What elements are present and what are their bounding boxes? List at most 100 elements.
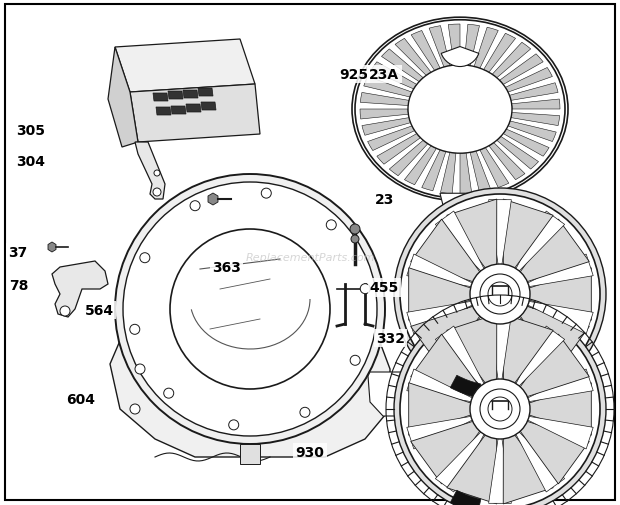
Polygon shape (505, 68, 552, 93)
Polygon shape (480, 148, 509, 188)
Wedge shape (441, 47, 479, 67)
Polygon shape (183, 91, 198, 99)
Circle shape (400, 194, 600, 394)
Circle shape (480, 274, 520, 315)
Text: 604: 604 (66, 392, 95, 406)
Polygon shape (512, 100, 560, 110)
Polygon shape (414, 236, 446, 273)
Circle shape (326, 220, 336, 230)
Text: 455: 455 (370, 281, 399, 295)
Polygon shape (489, 143, 525, 180)
Polygon shape (130, 85, 260, 143)
Polygon shape (447, 199, 497, 273)
Polygon shape (198, 89, 213, 97)
Polygon shape (513, 326, 565, 390)
Polygon shape (510, 83, 558, 101)
Polygon shape (404, 146, 436, 185)
Polygon shape (440, 194, 480, 214)
Circle shape (123, 183, 377, 436)
Polygon shape (407, 369, 477, 402)
Polygon shape (171, 107, 186, 115)
Polygon shape (435, 326, 486, 390)
Circle shape (170, 230, 330, 389)
Circle shape (115, 175, 385, 444)
Polygon shape (484, 34, 516, 73)
Circle shape (480, 389, 520, 429)
Polygon shape (389, 141, 428, 176)
Polygon shape (408, 279, 468, 329)
Polygon shape (517, 305, 589, 369)
Polygon shape (489, 200, 511, 270)
Polygon shape (503, 315, 553, 387)
Text: 37: 37 (7, 245, 27, 260)
Circle shape (350, 356, 360, 366)
Polygon shape (523, 301, 593, 334)
Polygon shape (447, 315, 497, 387)
Polygon shape (435, 212, 486, 275)
Text: 23: 23 (374, 192, 394, 207)
Polygon shape (489, 319, 511, 388)
Polygon shape (364, 77, 412, 98)
Polygon shape (110, 329, 390, 457)
Polygon shape (240, 444, 260, 464)
Polygon shape (503, 431, 553, 504)
Polygon shape (508, 122, 556, 142)
Polygon shape (48, 242, 56, 252)
Polygon shape (489, 315, 511, 384)
Polygon shape (410, 334, 483, 398)
Polygon shape (407, 255, 477, 288)
Circle shape (488, 282, 512, 307)
Polygon shape (460, 154, 472, 194)
Polygon shape (135, 143, 165, 199)
Circle shape (140, 253, 150, 263)
Polygon shape (503, 130, 549, 157)
Polygon shape (410, 420, 483, 484)
Text: 363: 363 (212, 261, 241, 275)
Polygon shape (407, 301, 477, 334)
Polygon shape (513, 314, 565, 377)
Polygon shape (208, 193, 218, 206)
Polygon shape (377, 134, 420, 165)
Circle shape (229, 420, 239, 430)
Text: 23A: 23A (370, 68, 399, 82)
Circle shape (470, 265, 530, 324)
Circle shape (351, 235, 359, 243)
Polygon shape (513, 212, 565, 275)
Text: 305: 305 (17, 123, 45, 137)
Polygon shape (517, 220, 589, 284)
Circle shape (470, 379, 530, 439)
Circle shape (190, 201, 200, 211)
Polygon shape (411, 31, 440, 71)
Polygon shape (435, 429, 486, 492)
Circle shape (488, 397, 512, 421)
Text: 925: 925 (339, 68, 368, 82)
Polygon shape (371, 63, 417, 90)
Circle shape (261, 189, 272, 199)
Polygon shape (153, 94, 168, 102)
Polygon shape (447, 317, 497, 389)
Polygon shape (409, 268, 476, 321)
Circle shape (135, 364, 145, 374)
Text: ReplacementParts.com: ReplacementParts.com (246, 252, 374, 263)
Polygon shape (381, 50, 423, 82)
Polygon shape (523, 416, 593, 449)
Polygon shape (395, 39, 431, 76)
Ellipse shape (355, 21, 565, 199)
Polygon shape (429, 27, 450, 68)
Ellipse shape (408, 66, 512, 154)
Polygon shape (435, 314, 486, 377)
Polygon shape (525, 383, 591, 435)
Polygon shape (513, 429, 565, 492)
Polygon shape (448, 25, 460, 66)
Polygon shape (447, 431, 497, 504)
Polygon shape (523, 255, 593, 288)
Circle shape (164, 388, 174, 398)
Polygon shape (409, 383, 476, 435)
Circle shape (400, 310, 600, 505)
Text: 930: 930 (296, 445, 324, 459)
Polygon shape (489, 434, 511, 503)
Text: 304: 304 (17, 155, 45, 169)
Polygon shape (523, 369, 593, 402)
Polygon shape (201, 103, 216, 111)
Polygon shape (360, 110, 409, 120)
